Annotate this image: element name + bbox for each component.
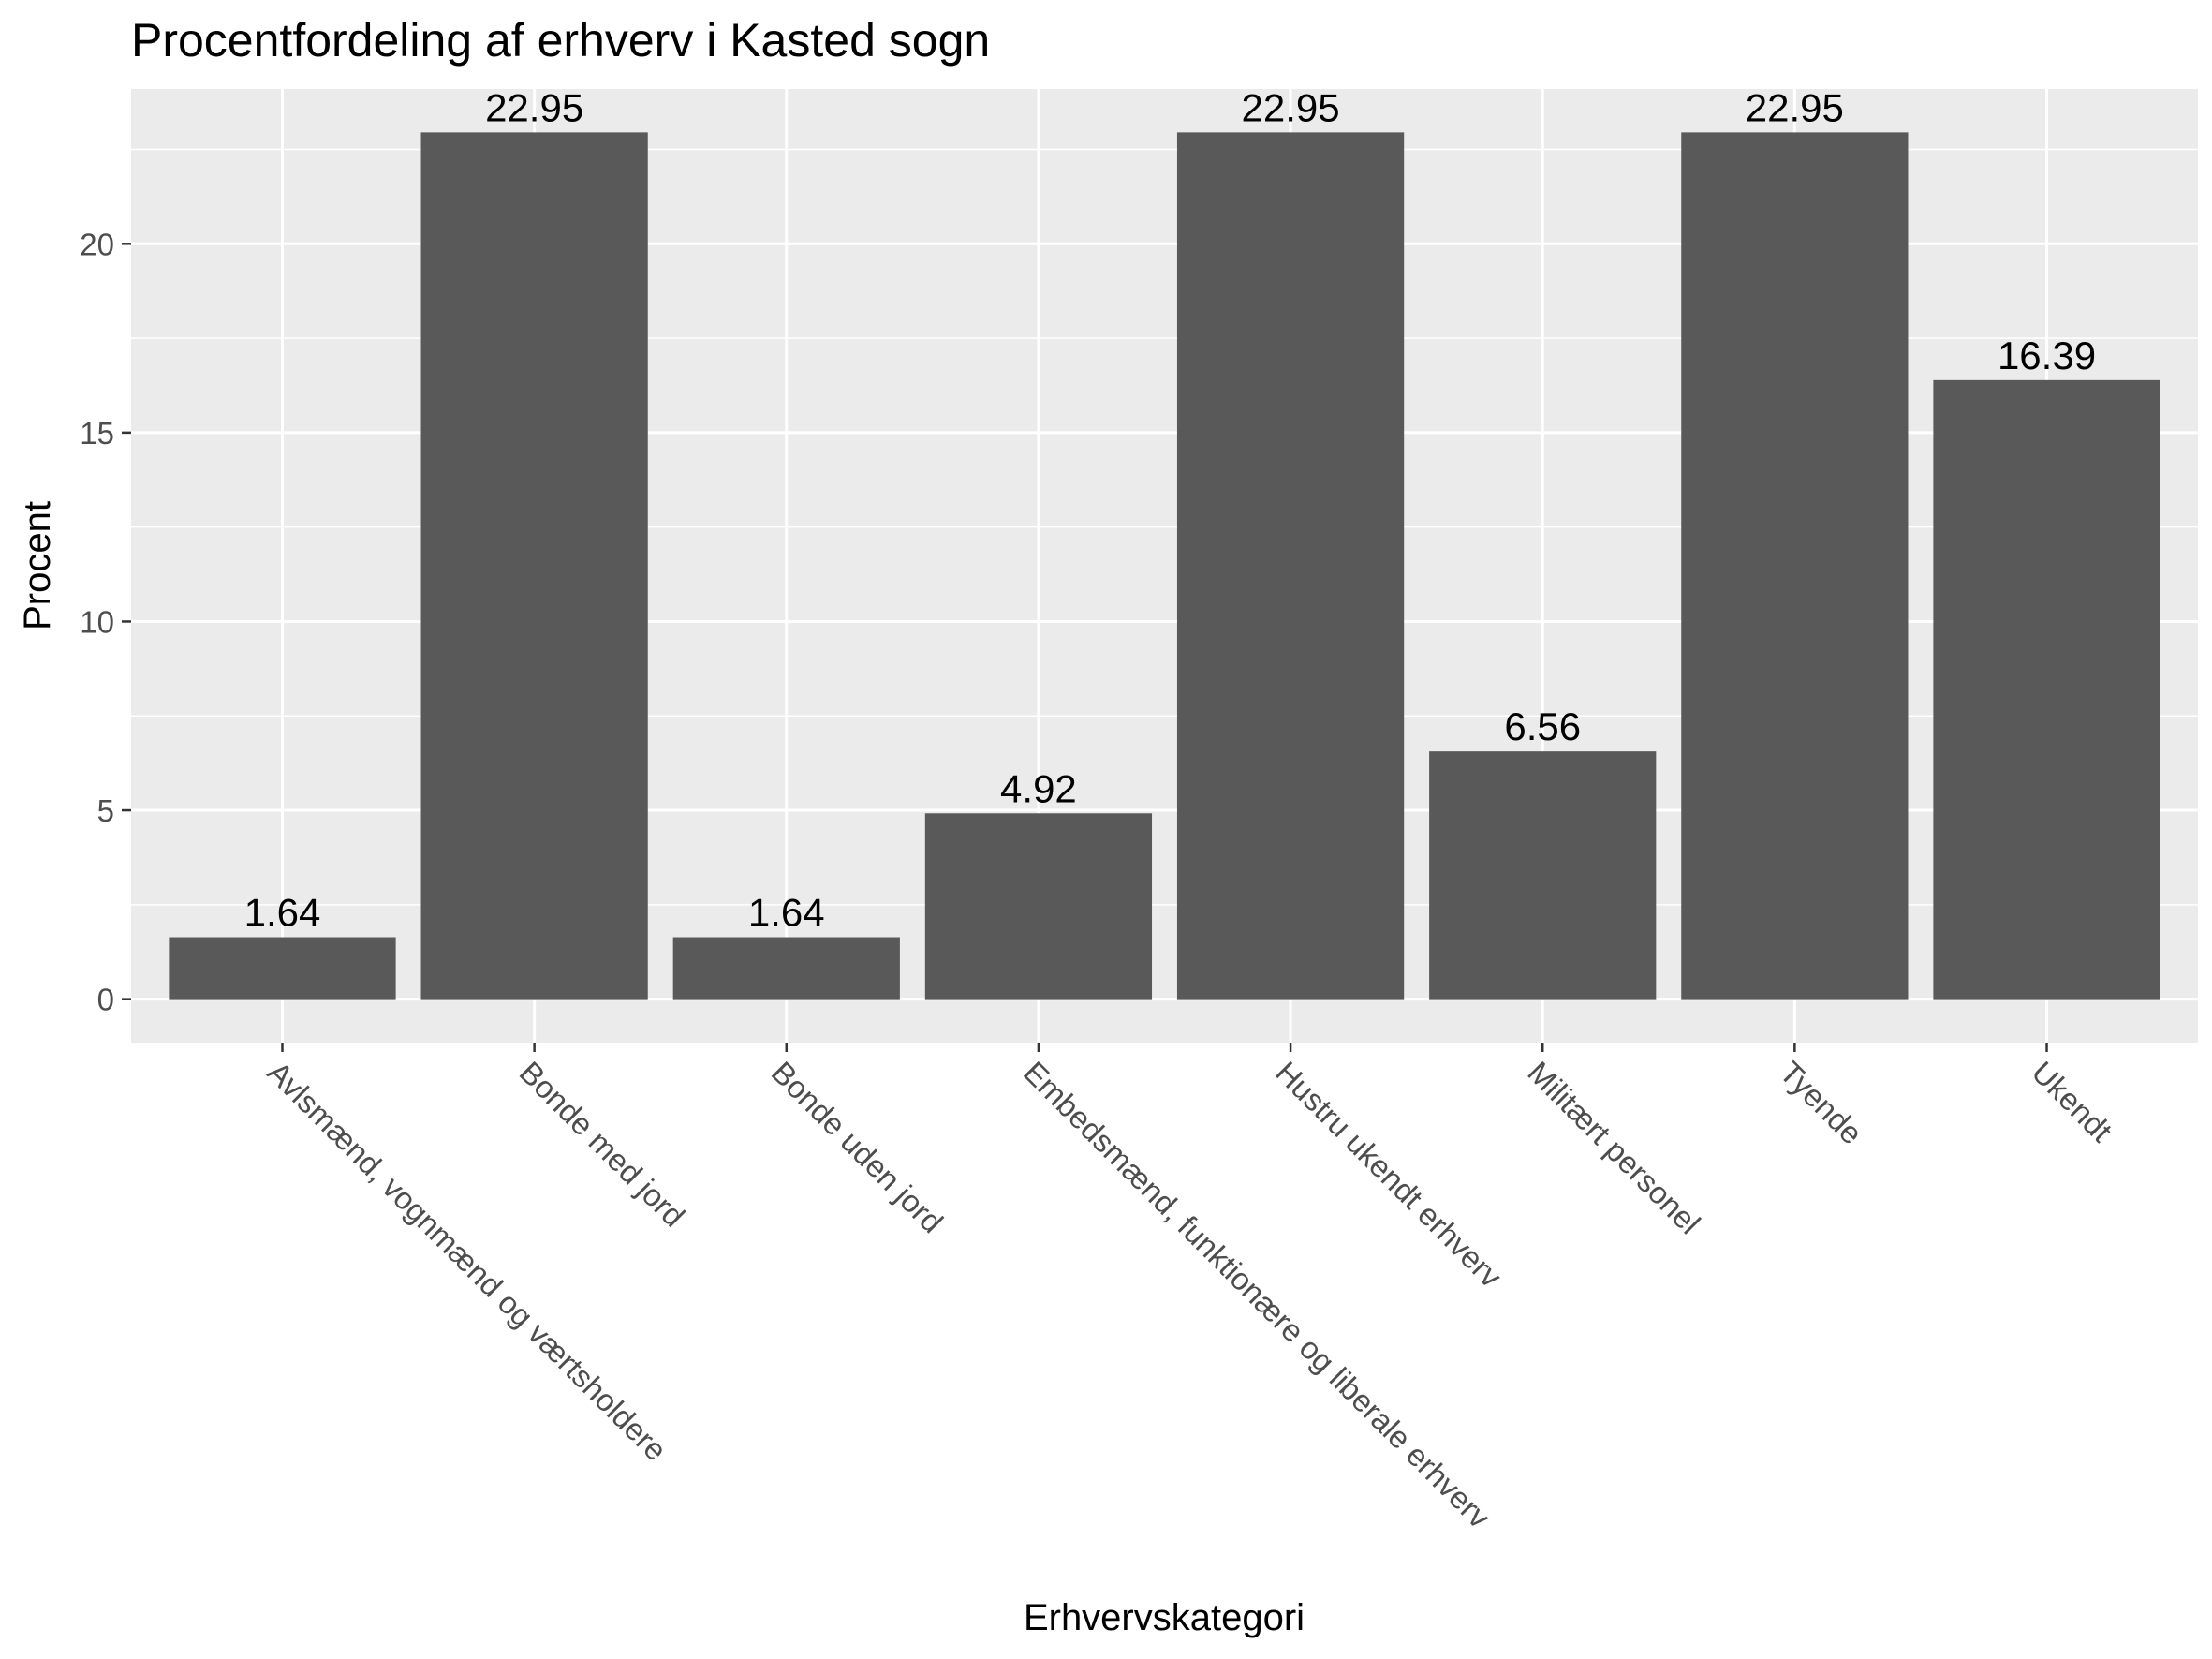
y-tick-label: 10 bbox=[80, 604, 114, 639]
bar-value-label: 22.95 bbox=[1746, 85, 1844, 129]
bars bbox=[169, 132, 2160, 1000]
x-tick-label: Tyende bbox=[1773, 1055, 1869, 1151]
x-tick-label: Bonde med jord bbox=[513, 1055, 692, 1234]
bar bbox=[924, 813, 1153, 1000]
bar bbox=[420, 132, 648, 1000]
x-tick-label: Embedsmænd, funktionære og liberale erhv… bbox=[1017, 1055, 1497, 1535]
y-axis-title: Procent bbox=[17, 501, 58, 630]
x-tick-label: Hustru ukendt erhverv bbox=[1269, 1055, 1509, 1295]
y-tick-label: 0 bbox=[97, 983, 114, 1017]
bar bbox=[1429, 751, 1657, 1000]
y-tick-label: 15 bbox=[80, 416, 114, 451]
bar bbox=[1176, 132, 1405, 1000]
x-tick-label: Ukendt bbox=[2026, 1055, 2119, 1148]
chart-title: Procentfordeling af erhverv i Kasted sog… bbox=[131, 14, 990, 67]
bar bbox=[169, 937, 396, 1000]
bar-value-label: 16.39 bbox=[1998, 333, 2096, 378]
y-axis: 0 5 10 15 20 bbox=[80, 227, 131, 1017]
x-axis-title: Erhvervskategori bbox=[1024, 1597, 1305, 1638]
bar-value-label: 1.64 bbox=[244, 891, 321, 935]
y-tick-label: 20 bbox=[80, 227, 114, 261]
bar-labels: 1.64 22.95 1.64 4.92 22.95 6.56 22.95 16.39 bbox=[244, 85, 2096, 934]
bar-value-label: 6.56 bbox=[1504, 704, 1581, 748]
bar bbox=[1681, 132, 1909, 1000]
bar-value-label: 1.64 bbox=[748, 891, 825, 935]
x-axis: Avlsmænd, vognmænd og værtsholdereBonde … bbox=[261, 1043, 2119, 1535]
bar-value-label: 22.95 bbox=[485, 85, 583, 129]
bar-value-label: 4.92 bbox=[1000, 766, 1077, 810]
x-tick-label: Avlsmænd, vognmænd og værtsholdere bbox=[261, 1055, 674, 1468]
x-tick-label: Bonde uden jord bbox=[765, 1055, 950, 1239]
y-tick-label: 5 bbox=[97, 793, 114, 828]
bar-value-label: 22.95 bbox=[1242, 85, 1340, 129]
x-tick-label: Militært personel bbox=[1521, 1055, 1707, 1241]
bar bbox=[672, 937, 900, 1000]
bar bbox=[1933, 379, 2160, 1000]
